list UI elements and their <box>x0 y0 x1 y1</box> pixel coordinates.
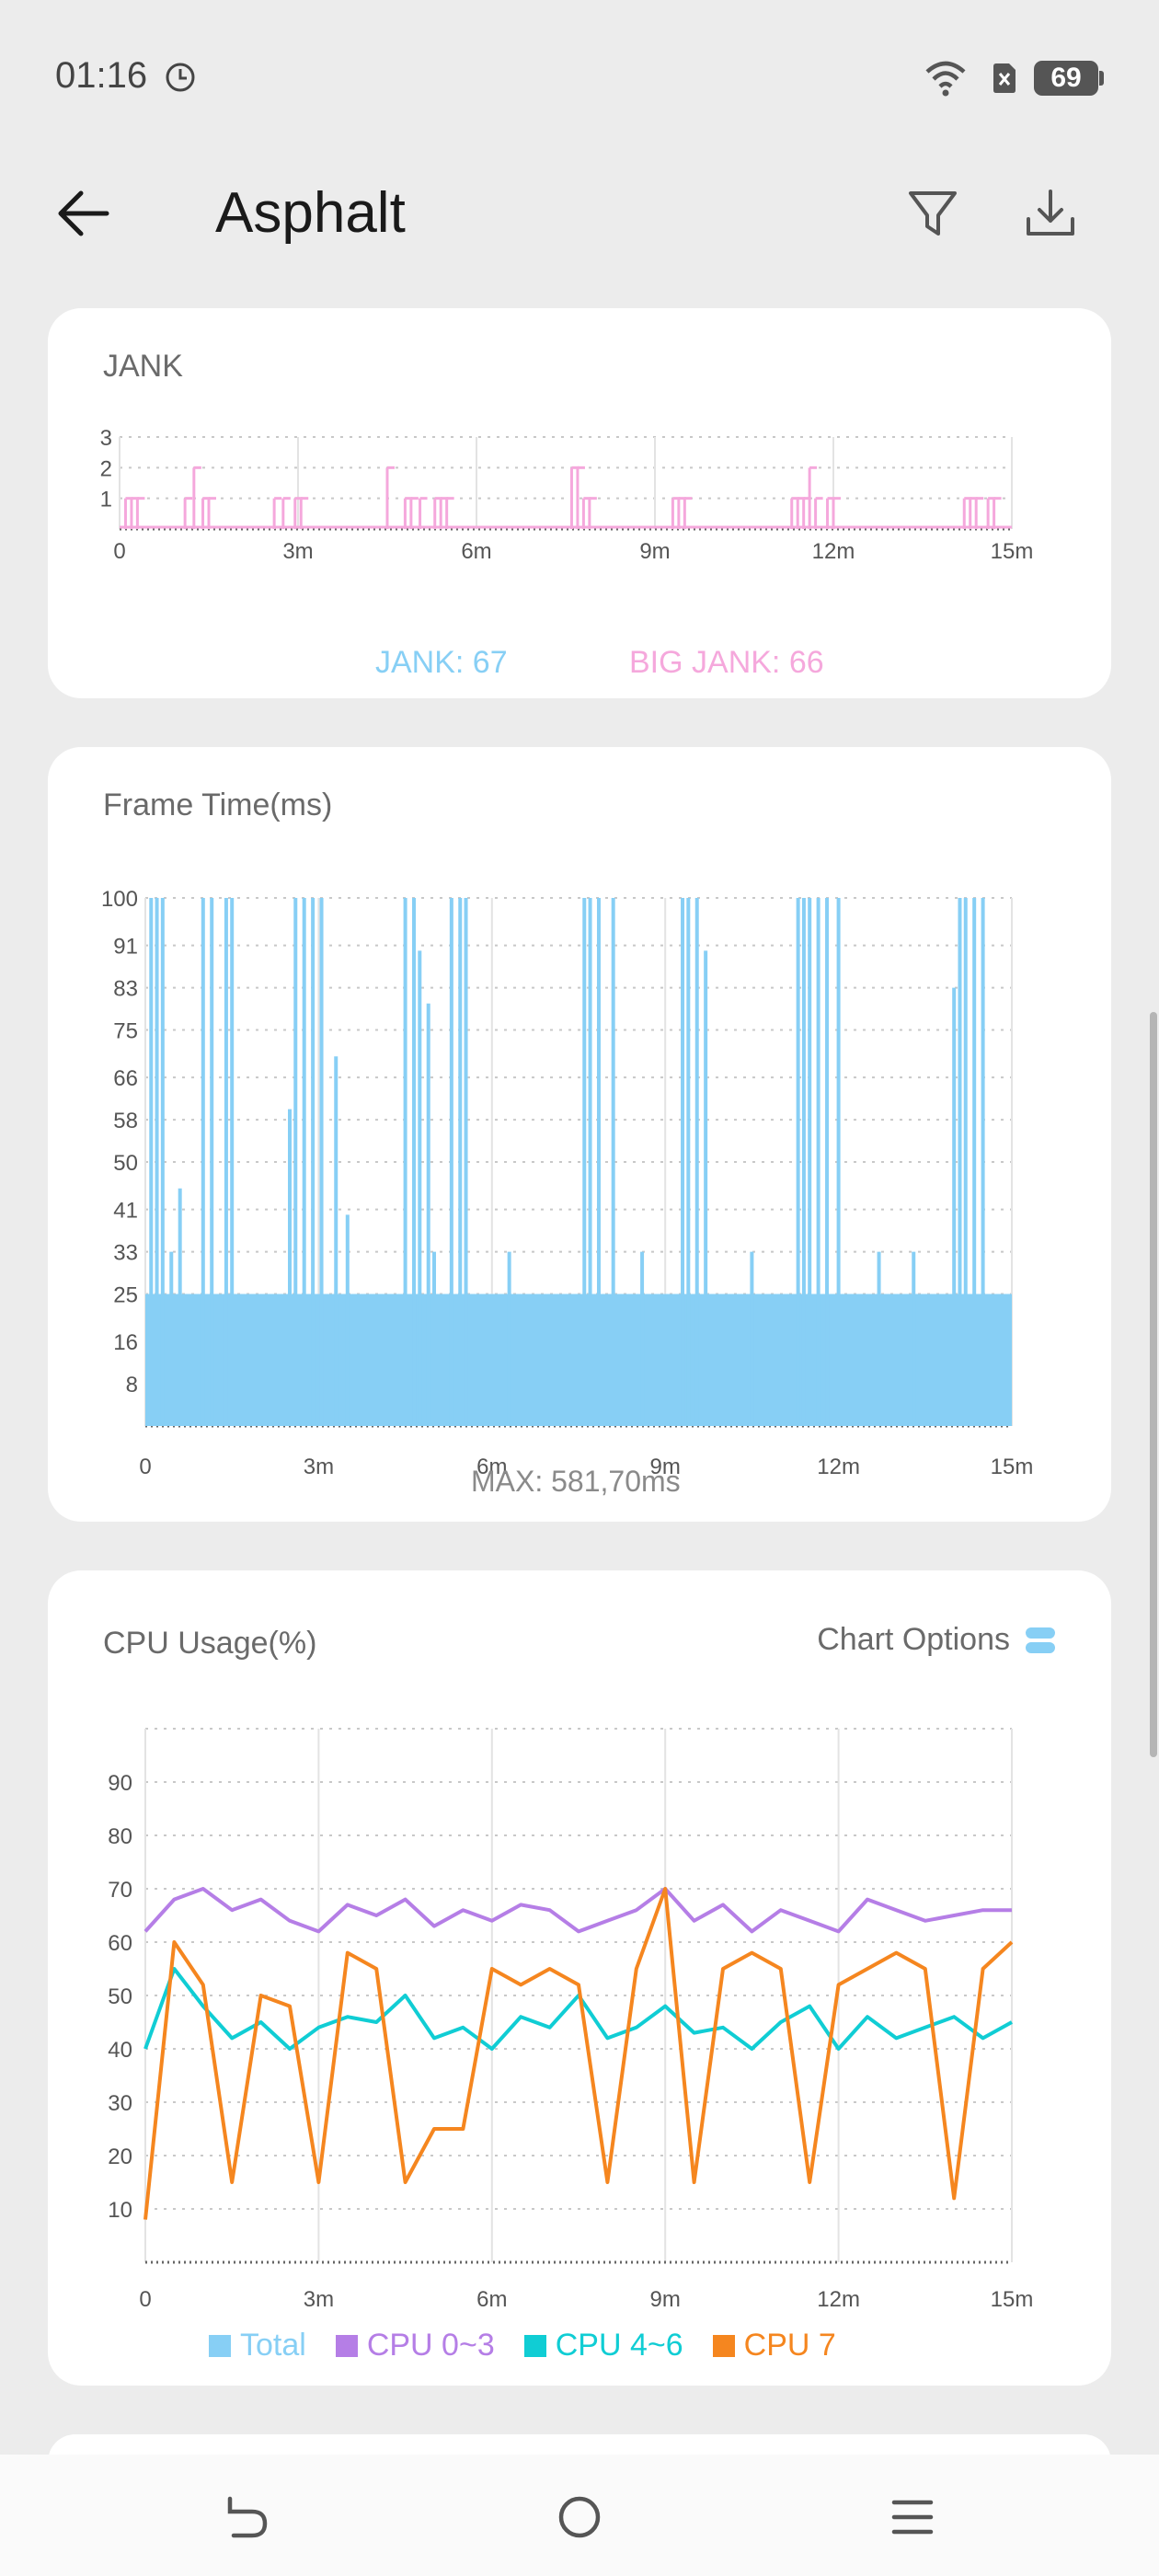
clock-icon <box>166 63 195 92</box>
jank-y-tick-label: 2 <box>100 456 112 481</box>
legend-cpu46-label: CPU 4~6 <box>555 2328 683 2363</box>
frame-x-tick-label: 9m <box>650 1455 681 1474</box>
sim-off-icon <box>993 63 1016 93</box>
page-title: Asphalt <box>215 181 406 245</box>
download-icon[interactable] <box>1021 184 1080 243</box>
legend-cpu03-swatch <box>335 2334 358 2357</box>
jank-y-tick-label: 3 <box>100 426 112 451</box>
frame-x-tick-label: 6m <box>476 1455 507 1474</box>
frame-y-tick-label: 16 <box>113 1330 138 1355</box>
cpu-y-tick-label: 10 <box>108 2198 132 2223</box>
frame-y-tick-label: 25 <box>113 1283 138 1308</box>
legend-total[interactable]: Total <box>209 2328 306 2363</box>
cpu-x-tick-label: 0 <box>139 2287 151 2312</box>
frame-y-tick-label: 100 <box>101 887 138 912</box>
frame-y-tick-label: 83 <box>113 977 138 1002</box>
cpu46-series-line <box>143 1967 1013 2051</box>
legend-cpu7-label: CPU 7 <box>743 2328 836 2363</box>
frame-x-tick-label: 12m <box>817 1455 860 1474</box>
cpu-x-tick-label: 9m <box>650 2287 681 2312</box>
cpu-x-tick-label: 6m <box>476 2287 507 2312</box>
frame-max-label: MAX: 581,70ms <box>471 1465 681 1498</box>
jank-x-tick-label: 12m <box>812 539 855 564</box>
frame-y-tick-label: 8 <box>126 1373 138 1397</box>
wifi-icon <box>925 61 966 97</box>
scrollbar[interactable] <box>1150 1012 1157 1757</box>
jank-x-tick-label: 9m <box>639 539 670 564</box>
cpu-y-tick-label: 70 <box>108 1878 132 1903</box>
cpu-usage-chart: 10 20 30 40 50 60 70 80 90 0 3m 6m 9m 12m 15m <box>108 1728 1034 2312</box>
app-bar <box>0 156 1159 304</box>
legend-cpu7[interactable]: CPU 7 <box>712 2328 836 2363</box>
jank-x-tick-label: 0 <box>113 539 125 564</box>
cpu-y-tick-label: 80 <box>108 1824 132 1849</box>
frame-y-tick-label: 58 <box>113 1109 138 1133</box>
legend-cpu03[interactable]: CPU 0~3 <box>335 2328 495 2363</box>
toggle-options-icon <box>1026 1627 1055 1653</box>
frame-y-tick-label: 50 <box>113 1151 138 1176</box>
jank-x-tick-label: 3m <box>282 539 313 564</box>
jank-y-tick-label: 1 <box>100 488 112 512</box>
battery-icon: 69 <box>1034 61 1098 96</box>
cpu-y-tick-label: 60 <box>108 1931 132 1956</box>
cpu-legend: Total CPU 0~3 CPU 4~6 CPU 7 <box>209 2328 836 2363</box>
cpu-card-title: CPU Usage(%) <box>103 1626 317 1661</box>
back-gesture-icon[interactable] <box>217 2490 272 2545</box>
battery-tip <box>1099 71 1104 86</box>
frame-x-tick-label: 3m <box>304 1455 334 1474</box>
legend-cpu7-swatch <box>712 2334 735 2357</box>
frame-y-tick-label: 66 <box>113 1066 138 1091</box>
chart-options-button[interactable]: Chart Options <box>817 1622 1056 1658</box>
frame-x-tick-label: 15m <box>991 1455 1034 1474</box>
cpu-x-tick-label: 12m <box>817 2287 860 2312</box>
frame-time-chart: 8 16 25 33 41 50 58 66 75 83 91 100 0 3m 6m 9m 12m 15m <box>101 887 1034 1474</box>
cpu03-series-line <box>143 1887 1012 1934</box>
cpu-y-tick-label: 20 <box>108 2145 132 2169</box>
jank-card-title: JANK <box>103 349 183 384</box>
legend-cpu46-swatch <box>523 2334 546 2357</box>
navigation-bar <box>0 2455 1159 2576</box>
cpu-y-tick-label: 30 <box>108 2091 132 2116</box>
home-icon[interactable] <box>552 2490 607 2545</box>
frame-y-tick-label: 91 <box>113 935 138 960</box>
legend-cpu46[interactable]: CPU 4~6 <box>523 2328 683 2363</box>
frame-time-card: Frame Time(ms) 8 16 25 33 41 50 58 66 75 83 91 100 0… <box>48 747 1111 1522</box>
cpu-x-tick-label: 3m <box>304 2287 334 2312</box>
legend-total-label: Total <box>240 2328 306 2363</box>
legend-cpu03-label: CPU 0~3 <box>366 2328 495 2363</box>
frame-y-tick-label: 75 <box>113 1019 138 1044</box>
cpu-y-tick-label: 40 <box>108 2038 132 2063</box>
cpu7-series-line <box>143 1887 1014 2220</box>
cpu-y-tick-label: 90 <box>108 1771 132 1796</box>
cpu-usage-card: CPU Usage(%) Chart Options 10 20 30 40 50 60 7… <box>48 1570 1111 2386</box>
jank-card: JANK 1 2 3 0 3m 6m 9m 12m 15m JANK: 67 BIG JANK:… <box>48 308 1111 698</box>
jank-count-label: JANK: 67 <box>375 645 508 680</box>
jank-chart: 1 2 3 0 3m 6m 9m 12m 15m <box>100 426 1034 564</box>
cpu-y-tick-label: 50 <box>108 1984 132 2009</box>
frame-x-tick-label: 0 <box>139 1455 151 1474</box>
status-bar: 01:16 69 <box>0 0 1159 156</box>
frame-time-card-title: Frame Time(ms) <box>103 788 333 822</box>
frame-time-baseline-band <box>145 1294 1012 1426</box>
filter-icon[interactable] <box>905 184 960 243</box>
status-time: 01:16 <box>55 55 148 96</box>
frame-y-tick-label: 33 <box>113 1241 138 1266</box>
cpu-x-tick-label: 15m <box>991 2287 1034 2312</box>
frame-y-tick-label: 41 <box>113 1199 138 1224</box>
chart-options-label: Chart Options <box>817 1622 1010 1657</box>
jank-x-tick-label: 15m <box>991 539 1034 564</box>
big-jank-count-label: BIG JANK: 66 <box>629 645 824 680</box>
legend-total-swatch <box>209 2334 231 2357</box>
menu-icon[interactable] <box>885 2490 940 2545</box>
back-arrow-icon[interactable] <box>53 184 112 243</box>
jank-x-tick-label: 6m <box>461 539 491 564</box>
